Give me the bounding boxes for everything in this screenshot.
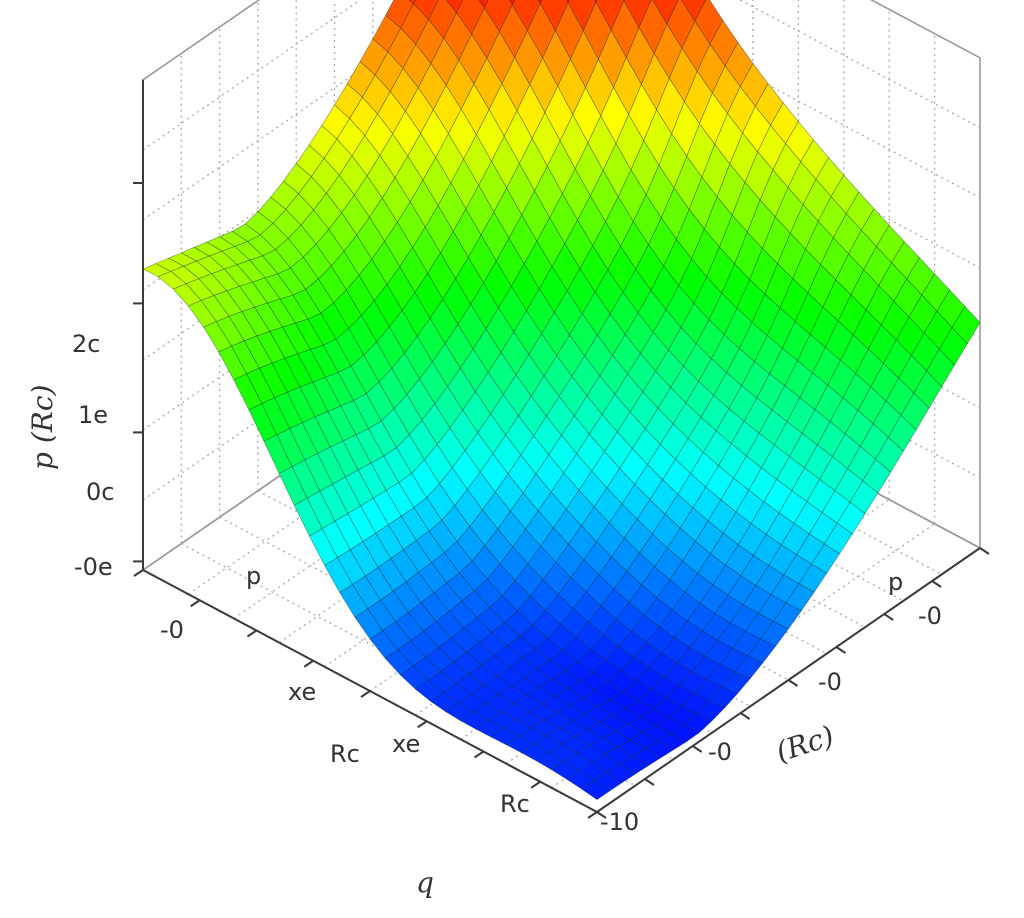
- z-tick-label: 0c: [86, 478, 114, 506]
- x-axis-label: q: [416, 866, 434, 899]
- y-tick-label: p: [888, 568, 903, 596]
- x-tick-mark: [360, 690, 371, 698]
- surface-patch: [721, 671, 751, 695]
- x-tick-label: Rc: [500, 790, 530, 818]
- surface-mesh: [142, 0, 981, 800]
- surface-patch: [581, 780, 611, 800]
- x-tick-label: p: [246, 562, 261, 590]
- y-tick-mark: [787, 679, 799, 687]
- axes-group: [133, 79, 990, 819]
- z-tick-labels: 2c 1e 0c -0e: [72, 330, 114, 581]
- surface-patch: [938, 326, 968, 366]
- x-tick-mark: [530, 780, 541, 789]
- y-tick-label: -0: [818, 668, 842, 696]
- y-tick-mark: [835, 646, 846, 654]
- y-tick-mark: [644, 778, 655, 786]
- surface-patch: [708, 686, 739, 709]
- surface-patch: [413, 0, 439, 21]
- surface-patch: [900, 392, 930, 431]
- surface-patch: [508, 0, 515, 6]
- surface-patch: [683, 713, 713, 734]
- y-tick-mark: [931, 580, 942, 588]
- y-tick-mark: [596, 811, 607, 819]
- x-tick-label: Rc: [330, 740, 360, 768]
- surface-patch: [862, 458, 892, 494]
- y-tick-mark: [740, 712, 751, 720]
- surface-patch: [594, 771, 624, 792]
- surface-patch: [951, 305, 981, 345]
- z-tick-label: -0e: [74, 553, 113, 581]
- x-tick-label: xe: [392, 730, 420, 758]
- x-tick-mark: [417, 720, 428, 729]
- surface-patch: [652, 0, 679, 25]
- z-axis-label: p (Rc): [26, 385, 59, 470]
- y-axis-label: (Rc): [772, 719, 838, 769]
- surface-patch: [734, 655, 764, 679]
- surface-patch: [657, 733, 688, 751]
- surface-patch: [566, 0, 570, 4]
- x-tick-label: -0: [160, 616, 184, 644]
- grid-line: [219, 516, 674, 760]
- surface-patch: [785, 583, 815, 612]
- surface-patch: [645, 740, 675, 759]
- y-tick-label: -10: [600, 808, 639, 836]
- z-tick-label: 1e: [78, 401, 108, 429]
- y-tick-label: -0: [918, 602, 942, 630]
- x-tick-mark: [190, 599, 201, 608]
- x-tick-labels: p -0 xe Rc xe Rc: [160, 562, 530, 818]
- x-tick-mark: [133, 569, 144, 577]
- x-tick-mark: [303, 659, 314, 668]
- z-tick-label: 2c: [72, 330, 100, 358]
- x-tick-mark: [473, 750, 485, 759]
- surface-patch: [623, 0, 625, 2]
- grid-line: [180, 543, 636, 787]
- surface-patch: [445, 0, 464, 14]
- surface-patch: [926, 348, 955, 388]
- y-tick-label: -0: [708, 738, 732, 766]
- x-tick-mark: [246, 629, 258, 638]
- surface-patch: [408, 0, 416, 5]
- surface-patch: [760, 620, 790, 647]
- y-tick-mark: [692, 745, 703, 753]
- surface-patch: [478, 0, 489, 9]
- y-tick-labels: p -0 -0 -0 -10: [600, 568, 942, 836]
- surface-patch: [594, 0, 598, 3]
- x-tick-label: xe: [288, 678, 316, 706]
- surface-patch: [913, 370, 943, 409]
- surface-patch: [537, 0, 543, 5]
- y-tick-mark: [883, 613, 894, 621]
- surface-patch: [887, 414, 917, 452]
- x-tick-mark: [587, 811, 598, 819]
- surface-patch: [747, 638, 777, 664]
- surface-patch: [875, 436, 904, 473]
- y-tick-mark: [979, 547, 990, 555]
